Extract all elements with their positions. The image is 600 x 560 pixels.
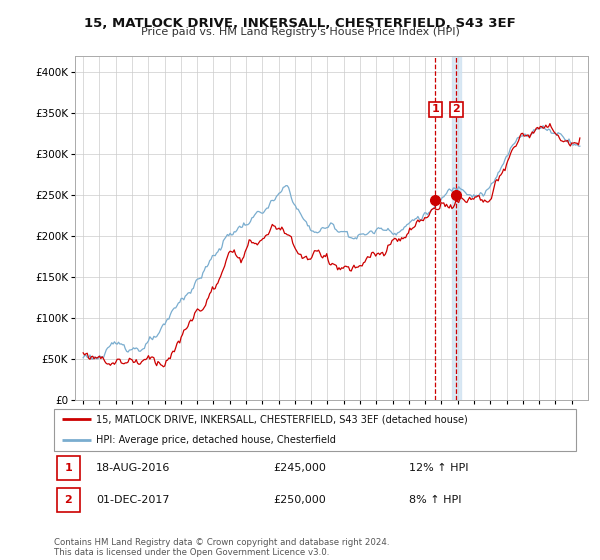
Text: £250,000: £250,000 [273, 495, 326, 505]
Text: 1: 1 [64, 463, 72, 473]
FancyBboxPatch shape [56, 455, 80, 480]
Text: 18-AUG-2016: 18-AUG-2016 [96, 463, 170, 473]
Text: 12% ↑ HPI: 12% ↑ HPI [409, 463, 469, 473]
Text: 2: 2 [452, 104, 460, 114]
Text: 15, MATLOCK DRIVE, INKERSALL, CHESTERFIELD, S43 3EF (detached house): 15, MATLOCK DRIVE, INKERSALL, CHESTERFIE… [96, 414, 467, 424]
Text: 8% ↑ HPI: 8% ↑ HPI [409, 495, 461, 505]
FancyBboxPatch shape [56, 488, 80, 512]
Text: £245,000: £245,000 [273, 463, 326, 473]
Text: Price paid vs. HM Land Registry's House Price Index (HPI): Price paid vs. HM Land Registry's House … [140, 27, 460, 37]
Bar [452, 56, 461, 400]
Text: HPI: Average price, detached house, Chesterfield: HPI: Average price, detached house, Ches… [96, 435, 335, 445]
Text: 15, MATLOCK DRIVE, INKERSALL, CHESTERFIELD, S43 3EF: 15, MATLOCK DRIVE, INKERSALL, CHESTERFIE… [84, 17, 516, 30]
Text: Contains HM Land Registry data © Crown copyright and database right 2024.
This d: Contains HM Land Registry data © Crown c… [54, 538, 389, 557]
Text: 01-DEC-2017: 01-DEC-2017 [96, 495, 169, 505]
Text: 2: 2 [64, 495, 72, 505]
Text: 1: 1 [431, 104, 439, 114]
FancyBboxPatch shape [54, 409, 576, 451]
